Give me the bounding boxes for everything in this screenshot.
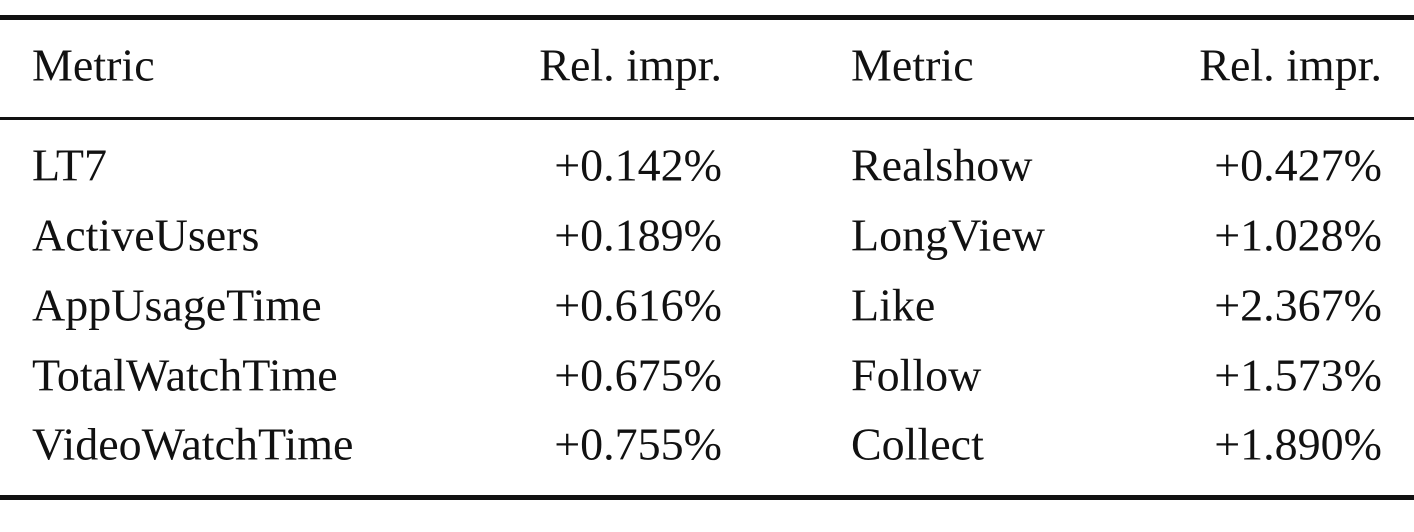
metric-cell: TotalWatchTime bbox=[32, 350, 338, 401]
value-cell: +0.427% bbox=[1214, 140, 1382, 191]
metric-cell: LT7 bbox=[32, 140, 107, 191]
metric-cell: LongView bbox=[851, 210, 1046, 261]
bottom-rule bbox=[0, 495, 1414, 500]
value-cell: +1.028% bbox=[1214, 210, 1382, 261]
metric-cell: VideoWatchTime bbox=[32, 419, 353, 470]
metric-cell: Like bbox=[851, 280, 935, 331]
mid-rule bbox=[0, 117, 1414, 120]
value-cell: +0.616% bbox=[554, 280, 722, 331]
header-cell: Metric bbox=[851, 40, 974, 91]
value-cell: +0.142% bbox=[554, 140, 722, 191]
value-cell: +0.189% bbox=[554, 210, 722, 261]
metric-cell: AppUsageTime bbox=[32, 280, 322, 331]
metric-cell: Realshow bbox=[851, 140, 1033, 191]
header-cell: Metric bbox=[32, 40, 155, 91]
value-cell: +1.890% bbox=[1214, 419, 1382, 470]
header-cell: Rel. impr. bbox=[539, 40, 722, 91]
metric-cell: Follow bbox=[851, 350, 982, 401]
value-cell: +2.367% bbox=[1214, 280, 1382, 331]
value-cell: +0.675% bbox=[554, 350, 722, 401]
top-rule bbox=[0, 15, 1414, 20]
metric-cell: ActiveUsers bbox=[32, 210, 259, 261]
header-cell: Rel. impr. bbox=[1199, 40, 1382, 91]
value-cell: +1.573% bbox=[1214, 350, 1382, 401]
metric-cell: Collect bbox=[851, 419, 984, 470]
value-cell: +0.755% bbox=[554, 419, 722, 470]
